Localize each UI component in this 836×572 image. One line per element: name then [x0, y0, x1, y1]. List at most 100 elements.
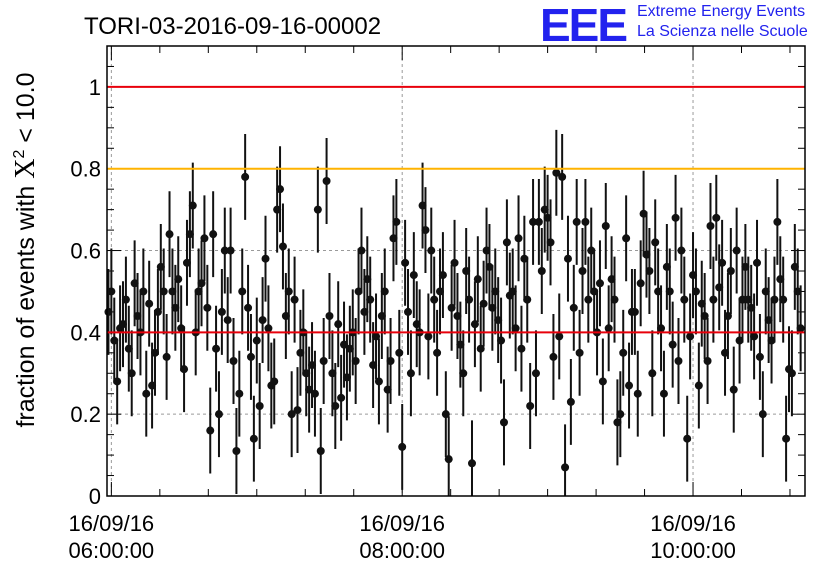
- data-point: [703, 357, 712, 365]
- data-point: [214, 410, 223, 419]
- data-point: [761, 287, 770, 296]
- data-point: [171, 303, 180, 312]
- data-point: [467, 459, 476, 468]
- data-point: [569, 303, 578, 312]
- data-point: [209, 230, 218, 239]
- data-point: [636, 279, 645, 288]
- data-point: [409, 271, 418, 280]
- data-point: [340, 340, 349, 349]
- data-point: [581, 217, 590, 226]
- data-point: [499, 418, 508, 427]
- data-point: [787, 369, 796, 378]
- data-point: [278, 242, 287, 251]
- data-point: [372, 332, 381, 341]
- data-point: [531, 369, 540, 378]
- data-point: [261, 254, 270, 263]
- data-point: [436, 287, 445, 296]
- data-point: [665, 287, 674, 296]
- data-point: [502, 238, 511, 247]
- data-point: [639, 209, 648, 218]
- data-point: [558, 172, 567, 181]
- data-point: [654, 287, 663, 296]
- data-point: [276, 185, 285, 194]
- data-point: [380, 287, 389, 296]
- data-point: [694, 381, 703, 390]
- data-point: [313, 205, 322, 214]
- data-point: [310, 389, 319, 398]
- data-point: [773, 217, 782, 226]
- data-point: [334, 320, 343, 329]
- data-point: [555, 332, 564, 341]
- data-point: [328, 369, 337, 378]
- data-point: [124, 344, 133, 353]
- x-tick-label-time: 06:00:00: [69, 538, 155, 563]
- data-point: [674, 357, 683, 365]
- x-tick-label-time: 10:00:00: [650, 538, 736, 563]
- data-point: [159, 287, 168, 296]
- data-point: [165, 230, 174, 239]
- data-point: [595, 279, 604, 288]
- data-point: [305, 385, 314, 394]
- x-tick-label-time: 08:00:00: [359, 538, 445, 563]
- data-point: [750, 332, 759, 341]
- data-point: [546, 238, 555, 247]
- data-point: [104, 307, 113, 316]
- data-point: [470, 320, 479, 329]
- data-point: [293, 406, 302, 415]
- data-point: [517, 344, 526, 353]
- data-point: [302, 369, 311, 378]
- data-point: [273, 205, 282, 214]
- data-point: [718, 258, 727, 267]
- data-point: [246, 352, 255, 361]
- data-point: [604, 324, 613, 333]
- y-tick-label: 1: [89, 75, 101, 100]
- data-point: [153, 307, 162, 316]
- data-point: [258, 316, 267, 325]
- data-point: [270, 377, 279, 386]
- data-point: [418, 201, 427, 210]
- data-point: [723, 312, 732, 320]
- eee-logo-line1: Extreme Energy Events: [637, 3, 806, 20]
- chart-title: TORI-03-2016-09-16-00002: [84, 13, 381, 40]
- data-point: [659, 389, 668, 398]
- data-point: [607, 275, 616, 284]
- data-point: [360, 307, 369, 316]
- data-point: [377, 312, 386, 320]
- data-point: [584, 295, 593, 304]
- data-point: [345, 344, 354, 353]
- data-point: [508, 287, 517, 296]
- data-point: [366, 295, 375, 304]
- data-point: [357, 246, 366, 255]
- x-tick-label-date: 16/09/16: [69, 511, 155, 536]
- data-point: [456, 340, 465, 349]
- data-point: [776, 275, 785, 284]
- data-point: [322, 177, 331, 185]
- data-point: [662, 262, 671, 271]
- data-point: [738, 295, 747, 304]
- data-point: [526, 402, 535, 410]
- data-point: [770, 295, 779, 304]
- data-point: [308, 361, 317, 370]
- data-point: [764, 316, 773, 325]
- data-point: [337, 393, 346, 402]
- data-point: [406, 369, 415, 378]
- y-tick-label: 0.8: [70, 157, 101, 182]
- data-point: [601, 222, 610, 230]
- data-point: [520, 254, 529, 263]
- data-point: [110, 336, 119, 345]
- y-axis-label-pre: fraction of events with: [12, 179, 40, 428]
- data-point: [735, 336, 744, 345]
- data-point: [712, 213, 721, 222]
- data-point: [732, 246, 741, 255]
- plot-area: 00.20.40.60.8116/09/1606:00:0016/09/1608…: [69, 45, 806, 563]
- data-point: [450, 258, 459, 267]
- data-point: [491, 287, 500, 296]
- data-point: [494, 316, 503, 325]
- data-point: [386, 357, 395, 365]
- data-point: [392, 217, 401, 226]
- data-point: [441, 410, 450, 419]
- data-point: [497, 336, 506, 345]
- data-point: [194, 287, 203, 296]
- data-point: [453, 312, 462, 320]
